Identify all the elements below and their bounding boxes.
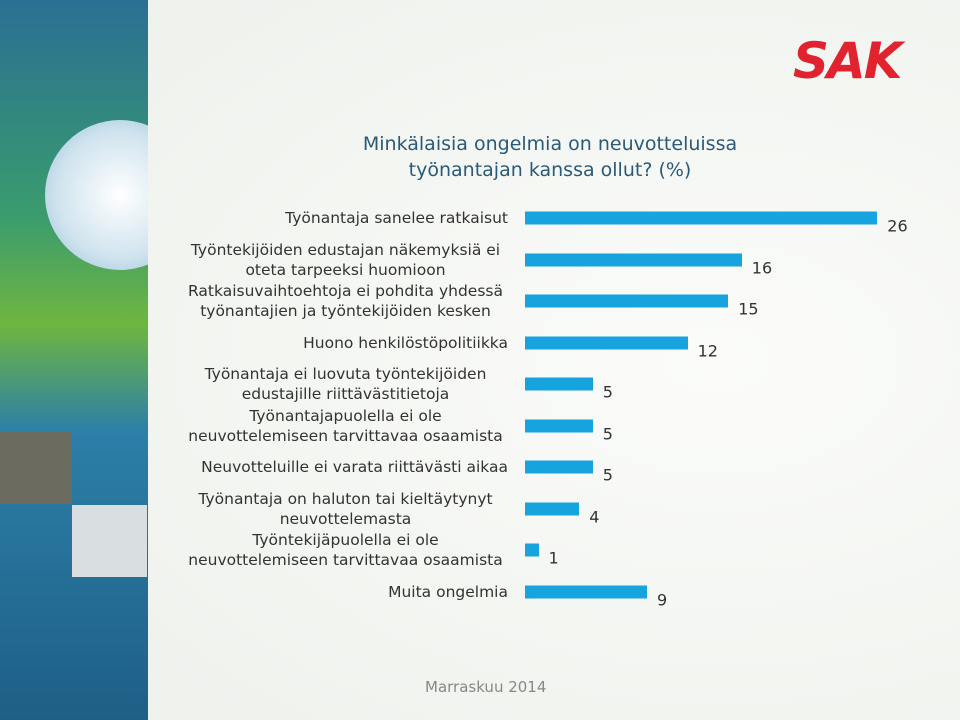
logo: SAK — [793, 32, 902, 90]
category-label: Ratkaisuvaihtoehtoja ei pohdita yhdessä … — [187, 282, 503, 320]
value-label: 16 — [751, 257, 773, 277]
bar — [525, 211, 878, 225]
category-label: Työnantaja sanelee ratkaisut — [285, 209, 508, 227]
category-label: Työntekijäpuolella ei ole neuvottelemise… — [188, 531, 503, 569]
value-label: 15 — [738, 299, 759, 319]
value-label: 5 — [602, 382, 613, 402]
side-panel — [0, 0, 148, 720]
bar — [525, 336, 688, 349]
bar — [525, 419, 593, 432]
footer: Marraskuu 2014 — [425, 678, 547, 696]
category-label: Työnantaja on haluton tai kieltäytynyt n… — [198, 489, 493, 528]
photo-worker — [0, 432, 72, 504]
value-label: 26 — [887, 216, 908, 236]
category-label: Työnantaja ei luovuta työntekijöiden edu… — [204, 365, 487, 403]
value-label: 1 — [548, 548, 559, 568]
value-label: 5 — [602, 423, 613, 443]
category-label: Työnantajapuolella ei ole neuvottelemise… — [188, 406, 503, 445]
value-label: 4 — [589, 506, 600, 526]
category-label: Huono henkilöstöpolitiikka — [303, 333, 508, 352]
bar — [525, 460, 593, 474]
value-label: 12 — [697, 340, 718, 360]
bar — [525, 294, 729, 308]
chart-title: Minkälaisia ongelmia on neuvotteluissa t… — [362, 133, 738, 181]
background — [148, 0, 960, 720]
bar — [525, 377, 593, 391]
bar — [525, 502, 580, 515]
category-label: Työntekijöiden edustajan näkemyksiä ei o… — [190, 240, 501, 279]
category-label: Neuvotteluille ei varata riittävästi aik… — [201, 458, 508, 476]
bar — [525, 253, 742, 266]
bar — [525, 585, 647, 598]
bar — [525, 543, 539, 557]
value-label: 5 — [602, 465, 613, 485]
value-label: 9 — [656, 589, 668, 609]
category-label: Muita ongelmia — [388, 582, 508, 601]
photo-worker-2 — [72, 505, 147, 577]
